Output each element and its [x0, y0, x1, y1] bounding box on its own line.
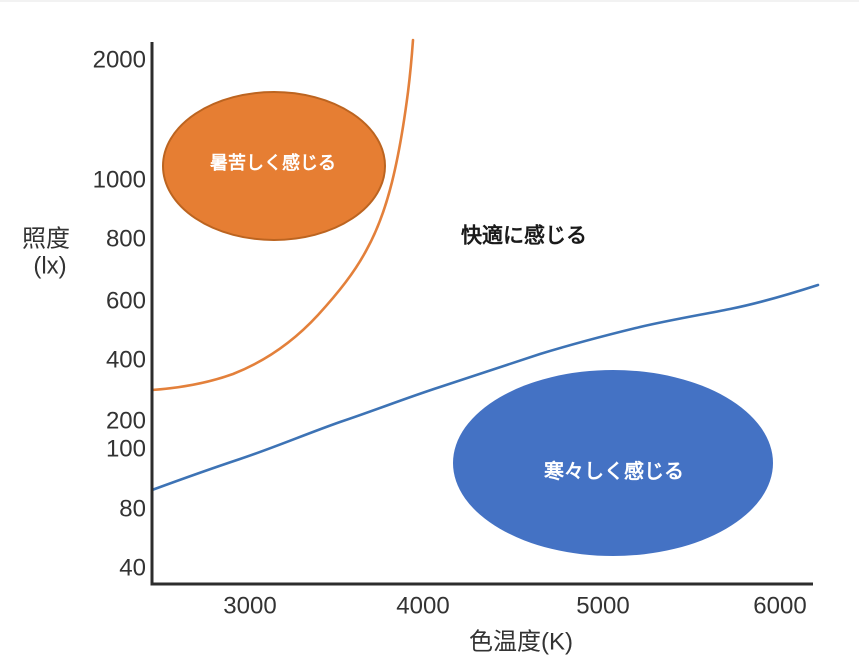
x-axis-title: 色温度(K): [469, 629, 573, 656]
y-tick-80: 80: [119, 496, 146, 523]
y-tick-800: 800: [106, 226, 146, 253]
x-tick-5000: 5000: [576, 593, 629, 620]
cold-region-label: 寒々しく感じる: [544, 459, 684, 483]
y-tick-100: 100: [106, 436, 146, 463]
y-tick-1000: 1000: [93, 167, 146, 194]
y-tick-2000: 2000: [93, 47, 146, 74]
upper-boundary-curve: [150, 38, 415, 392]
hot-region-ellipse: [162, 91, 386, 241]
y-axis-title-line2: (lx): [33, 253, 66, 280]
axis-lines: [150, 42, 813, 586]
x-tick-6000: 6000: [753, 593, 806, 620]
x-tick-4000: 4000: [396, 593, 449, 620]
lower-boundary-curve: [150, 283, 820, 492]
y-tick-40: 40: [119, 555, 146, 582]
y-axis-title-line1: 照度: [22, 226, 70, 253]
y-tick-400: 400: [106, 347, 146, 374]
comfort-region-label: 快適に感じる: [461, 224, 587, 248]
cold-region-ellipse: [453, 370, 773, 556]
x-tick-3000: 3000: [223, 593, 276, 620]
hot-region-label: 暑苦しく感じる: [210, 152, 336, 173]
y-tick-600: 600: [106, 288, 146, 315]
y-tick-200: 200: [106, 408, 146, 435]
